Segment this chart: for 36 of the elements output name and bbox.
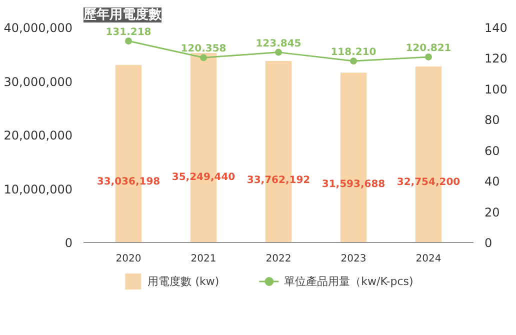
data-label: 35,249,440 [172,172,236,184]
legend-label: 單位產品用量（kw/K-pcs) [284,274,414,288]
y-tick-label: 10,000,000 [4,182,73,196]
y2-tick-label: 20 [484,205,500,220]
legend-label: 用電度數 (kw) [148,274,220,288]
y-tick-label: 20,000,000 [4,128,73,142]
data-label: 31,593,688 [322,179,386,190]
y-tick-label: 40,000,000 [4,21,73,35]
chart-title: 歷年用電度數 [82,6,162,22]
data-label: 131.218 [106,26,152,38]
y2-tick-label: 40 [484,174,500,189]
data-label: 33,762,192 [246,174,310,186]
y2-tick-label: 140 [484,21,508,35]
x-tick-label: 2022 [266,254,292,264]
data-label: 33,036,198 [96,176,160,188]
point [425,53,432,60]
y2-tick-label: 100 [484,82,508,96]
x-tick-label: 2023 [340,254,366,264]
y-tick-label: 30,000,000 [4,74,73,89]
data-label: 118.210 [330,46,376,58]
data-label: 32,754,200 [396,176,460,188]
data-label: 120.821 [406,42,452,54]
point [200,54,207,62]
data-label: 123.845 [256,38,302,50]
point [125,37,132,44]
y2-tick-label: 0 [484,236,492,250]
y-tick-label: 0 [64,236,73,250]
y2-tick-label: 80 [484,113,500,128]
x-tick-label: 2024 [416,254,442,264]
x-tick-label: 2020 [116,254,142,264]
point [350,57,357,64]
x-tick-label: 2021 [190,254,216,264]
y2-tick-label: 120 [484,52,508,66]
data-label: 120.358 [180,44,226,55]
y2-tick-label: 60 [484,144,500,158]
point [275,48,282,56]
